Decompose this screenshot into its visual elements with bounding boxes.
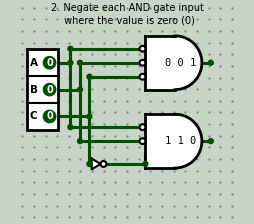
- Circle shape: [139, 124, 145, 130]
- Circle shape: [87, 162, 91, 166]
- Bar: [27, 49, 58, 130]
- Circle shape: [208, 139, 212, 144]
- Circle shape: [68, 125, 73, 130]
- Polygon shape: [174, 114, 201, 168]
- Text: A: A: [29, 58, 37, 68]
- Circle shape: [77, 87, 82, 92]
- Circle shape: [43, 84, 55, 95]
- Bar: [145, 36, 174, 90]
- Circle shape: [68, 46, 73, 51]
- Circle shape: [43, 57, 55, 69]
- Text: C: C: [29, 112, 37, 121]
- Polygon shape: [174, 36, 201, 90]
- Circle shape: [139, 60, 145, 66]
- Circle shape: [139, 74, 145, 80]
- Text: 0: 0: [46, 58, 53, 68]
- Text: B: B: [29, 85, 37, 95]
- Text: 0: 0: [46, 85, 53, 95]
- Polygon shape: [91, 159, 100, 169]
- Text: 0 0 1: 0 0 1: [164, 58, 195, 68]
- Circle shape: [87, 114, 91, 119]
- Bar: [145, 114, 174, 168]
- Text: 0: 0: [46, 112, 53, 121]
- Circle shape: [139, 138, 145, 144]
- Circle shape: [142, 162, 147, 166]
- Text: 2. Negate each AND gate input: 2. Negate each AND gate input: [51, 3, 203, 13]
- Circle shape: [68, 60, 73, 65]
- Circle shape: [208, 60, 212, 65]
- Circle shape: [43, 111, 55, 122]
- Circle shape: [77, 60, 82, 65]
- Circle shape: [100, 161, 106, 167]
- Text: 1 1 0: 1 1 0: [164, 136, 195, 146]
- Circle shape: [77, 139, 82, 144]
- Circle shape: [139, 46, 145, 52]
- Text: where the value is zero (0): where the value is zero (0): [60, 16, 194, 26]
- Circle shape: [87, 74, 91, 79]
